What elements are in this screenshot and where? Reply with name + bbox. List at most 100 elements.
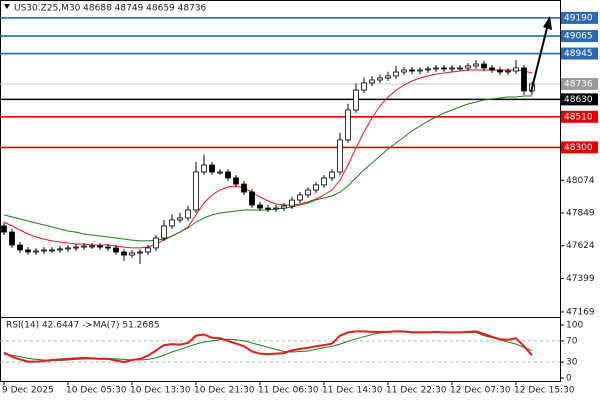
level-label: 48510 xyxy=(564,112,593,122)
current-price-label: 48736 xyxy=(564,79,593,89)
candle-body xyxy=(113,247,119,253)
candle-body xyxy=(41,249,47,252)
x-tick-label: 10 Dec 05:30 xyxy=(66,386,127,396)
rsi-panel: 100 70 30 0 xyxy=(0,321,583,384)
candle-body xyxy=(273,207,279,210)
y-tick-label: 100 xyxy=(566,321,583,331)
candle-body xyxy=(225,171,231,179)
candle-body xyxy=(377,77,383,81)
candle-body xyxy=(473,63,479,67)
level-label-box xyxy=(561,93,598,106)
candle-body xyxy=(345,109,351,141)
candle-body xyxy=(425,68,431,71)
candle-body xyxy=(177,217,183,221)
level-label-box xyxy=(561,30,598,43)
candle-body xyxy=(401,69,407,73)
x-tick-label: 10 Dec 21:30 xyxy=(194,386,255,396)
level-label-box xyxy=(561,11,598,24)
candle-body xyxy=(137,251,143,254)
level-label-box xyxy=(561,141,598,154)
level-label: 48945 xyxy=(564,49,593,59)
candle-body xyxy=(449,67,455,70)
candle-body xyxy=(169,219,175,227)
candle-body xyxy=(481,63,487,69)
candle-body xyxy=(321,177,327,186)
candle-body xyxy=(289,199,295,207)
candle-body xyxy=(9,231,15,246)
candle-body xyxy=(49,249,55,252)
candle-body xyxy=(81,245,87,248)
candle-body xyxy=(433,67,439,70)
candle-body xyxy=(17,244,23,251)
y-tick-label: 47169 xyxy=(566,307,595,317)
candle-body xyxy=(441,67,447,70)
menu-triangle xyxy=(4,4,10,9)
x-tick-label: 10 Dec 13:30 xyxy=(130,386,191,396)
y-tick-label: 30 xyxy=(566,358,578,368)
y-tick-label: 70 xyxy=(566,336,578,346)
forecast-arrow xyxy=(530,23,549,93)
candle-body xyxy=(241,183,247,193)
candle-body xyxy=(257,204,263,209)
y-tick-label: 0 xyxy=(566,374,572,384)
level-label: 49065 xyxy=(564,32,593,42)
candle-body xyxy=(161,225,167,239)
x-tick-label: 11 Dec 06:30 xyxy=(258,386,319,396)
candle-body xyxy=(497,69,503,73)
candle-body xyxy=(233,177,239,185)
candle-body xyxy=(105,246,111,249)
candle-body xyxy=(353,89,359,111)
candle-body xyxy=(297,194,303,201)
candle-body xyxy=(305,189,311,196)
candle-body xyxy=(521,67,527,92)
candle-body xyxy=(73,246,79,249)
level-label-box xyxy=(561,110,598,123)
level-label: 48630 xyxy=(564,95,593,105)
y-tick-label: 48074 xyxy=(566,176,595,186)
candle-body xyxy=(513,67,519,72)
candle-body xyxy=(193,171,199,211)
y-tick-label: 47399 xyxy=(566,274,595,284)
candle-body xyxy=(1,225,7,233)
candle-body xyxy=(457,67,463,70)
candle-body xyxy=(65,247,71,250)
candle-body xyxy=(417,69,423,72)
candle-body xyxy=(281,205,287,209)
candle-body xyxy=(145,247,151,253)
x-tick-label: 11 Dec 14:30 xyxy=(322,386,383,396)
candle-body xyxy=(153,237,159,249)
y-tick-label: 47849 xyxy=(566,209,595,219)
arrow-head xyxy=(543,16,552,30)
candle-body xyxy=(129,252,135,256)
candle-body xyxy=(185,209,191,219)
candle-body xyxy=(121,251,127,256)
candle-body xyxy=(505,70,511,73)
rsi-title: RSI(14) 42.6447 ->MA(7) 51.2685 xyxy=(6,321,160,331)
candle-body xyxy=(409,69,415,72)
candle-body xyxy=(201,164,207,173)
y-tick-label: 47624 xyxy=(566,241,595,251)
current-price-box xyxy=(561,77,598,90)
candle-body xyxy=(329,171,335,179)
candle-body xyxy=(489,67,495,71)
candle-body xyxy=(57,248,63,251)
candle-body xyxy=(337,139,343,173)
level-label-box xyxy=(561,47,598,60)
candle-body xyxy=(361,82,367,91)
x-tick-label: 12 Dec 15:30 xyxy=(514,386,575,396)
candle-body xyxy=(313,184,319,191)
x-tick-label: 11 Dec 22:30 xyxy=(386,386,447,396)
level-label: 48300 xyxy=(564,143,593,153)
level-label: 49190 xyxy=(564,13,593,23)
candle-body xyxy=(209,164,215,173)
candle-body xyxy=(249,191,255,206)
candle-body xyxy=(89,245,95,248)
candle-body xyxy=(25,249,31,253)
chart-title: US30.Z25,M30 48688 48749 48659 48736 xyxy=(14,4,207,14)
candle-body xyxy=(265,207,271,210)
candle-body xyxy=(217,171,223,174)
candle-body xyxy=(385,75,391,79)
candle-body xyxy=(97,245,103,248)
